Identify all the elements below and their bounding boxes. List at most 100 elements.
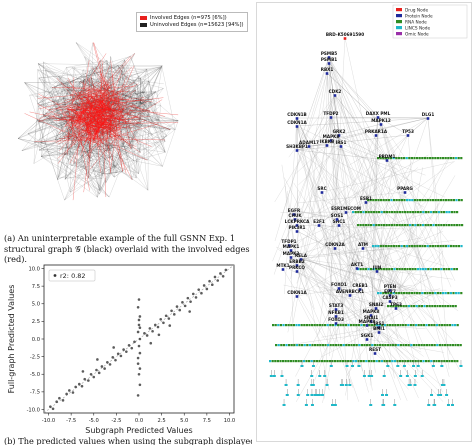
subgraph-edge [296, 154, 429, 226]
lincs-nodes [269, 360, 463, 406]
uninvolved-edge [72, 140, 122, 156]
involved-edge [75, 111, 83, 127]
node-label: CDKN1A [287, 120, 307, 125]
data-point [127, 344, 131, 347]
rna-node [431, 305, 434, 308]
rna-node [287, 324, 290, 327]
rna-node [443, 211, 446, 214]
involved-edge [95, 121, 108, 124]
uninvolved-edge [88, 115, 131, 178]
uninvolved-edge [38, 100, 53, 151]
rna-node [363, 324, 366, 327]
rna-node [403, 245, 406, 248]
rna-node [411, 211, 414, 214]
involved-edge [99, 101, 107, 111]
rna-node [439, 199, 442, 202]
uninvolved-edge [101, 53, 135, 74]
uninvolved-edge [92, 42, 128, 93]
rna-node [450, 268, 453, 271]
rna-node [427, 211, 430, 214]
uninvolved-edge [88, 151, 105, 178]
subgraph-edge [277, 249, 340, 289]
data-point [83, 377, 87, 381]
involved-edge [81, 130, 92, 140]
uninvolved-edge [38, 105, 98, 198]
uninvolved-edge [124, 60, 130, 88]
rna-node [456, 360, 459, 363]
uninvolved-edge [91, 77, 130, 88]
rna-node [326, 360, 329, 363]
uninvolved-edge [83, 66, 162, 82]
uninvolved-edge [83, 69, 109, 74]
data-point [74, 385, 77, 389]
rna-node [428, 324, 431, 327]
rna-node [350, 344, 353, 347]
node-label: EGFR [288, 208, 301, 213]
involved-edge [78, 139, 80, 143]
uninvolved-edge [103, 120, 179, 174]
rna-node [387, 245, 390, 248]
data-point [103, 367, 106, 370]
subgraph-edge [300, 258, 418, 384]
uninvolved-edge [103, 138, 134, 161]
uninvolved-edge [45, 69, 68, 81]
rna-node [436, 292, 439, 295]
subgraph-edge [320, 191, 372, 322]
rna-node [453, 224, 456, 227]
protein-node [374, 307, 378, 310]
subgraph-edge [330, 116, 400, 223]
uninvolved-edge [42, 114, 123, 172]
involved-edge [88, 107, 99, 111]
uninvolved-edge [43, 61, 64, 85]
uninvolved-edge [56, 108, 58, 180]
rna-node [316, 344, 319, 347]
rna-node [379, 157, 382, 160]
data-point [137, 318, 141, 322]
lincs-node [318, 375, 322, 377]
rna-node [398, 199, 401, 202]
rna-node [284, 360, 287, 363]
rna-node [448, 324, 451, 327]
rna-node [456, 211, 459, 214]
rna-node [400, 245, 403, 248]
node-label: PRKAR1A [365, 129, 388, 134]
rna-node [397, 344, 400, 347]
uninvolved-edge [116, 93, 167, 137]
uninvolved-edge [138, 77, 141, 174]
uninvolved-edge [60, 82, 71, 119]
uninvolved-edge [18, 138, 99, 155]
uninvolved-edge [103, 92, 128, 174]
rna-node [385, 224, 388, 227]
data-point [138, 326, 142, 330]
rna-node [396, 360, 399, 363]
uninvolved-edge [37, 119, 65, 201]
involved-edge [109, 90, 143, 111]
uninvolved-edge [86, 106, 89, 178]
data-point [216, 279, 220, 282]
uninvolved-edge [134, 82, 138, 108]
rna-node [290, 324, 293, 327]
uninvolved-edge [38, 67, 67, 122]
uninvolved-edge [84, 56, 153, 106]
figure-a-network: Involved Edges (n=975 [6%]) Uninvolved E… [4, 2, 254, 222]
uninvolved-edge [52, 100, 88, 107]
involved-edge [111, 98, 119, 105]
x-tick-label: 0.0 [135, 418, 143, 424]
subgraph-edge [313, 194, 347, 213]
subgraph-edge [333, 173, 378, 272]
rna-node [395, 199, 398, 202]
data-point [210, 283, 214, 287]
involved-edge [82, 105, 89, 116]
subgraph-edge [389, 220, 449, 302]
rna-node [409, 211, 412, 214]
node-label: CDKN1A [287, 290, 307, 295]
rna-node [400, 305, 403, 308]
involved-edge [89, 108, 92, 121]
subgraph-edge [328, 56, 332, 118]
subgraph-edge [322, 123, 382, 403]
uninvolved-edge [41, 140, 87, 157]
uninvolved-edge [38, 105, 66, 135]
rna-node [318, 324, 321, 327]
subgraph-edge [328, 62, 379, 118]
subgraph-edge [294, 218, 445, 267]
